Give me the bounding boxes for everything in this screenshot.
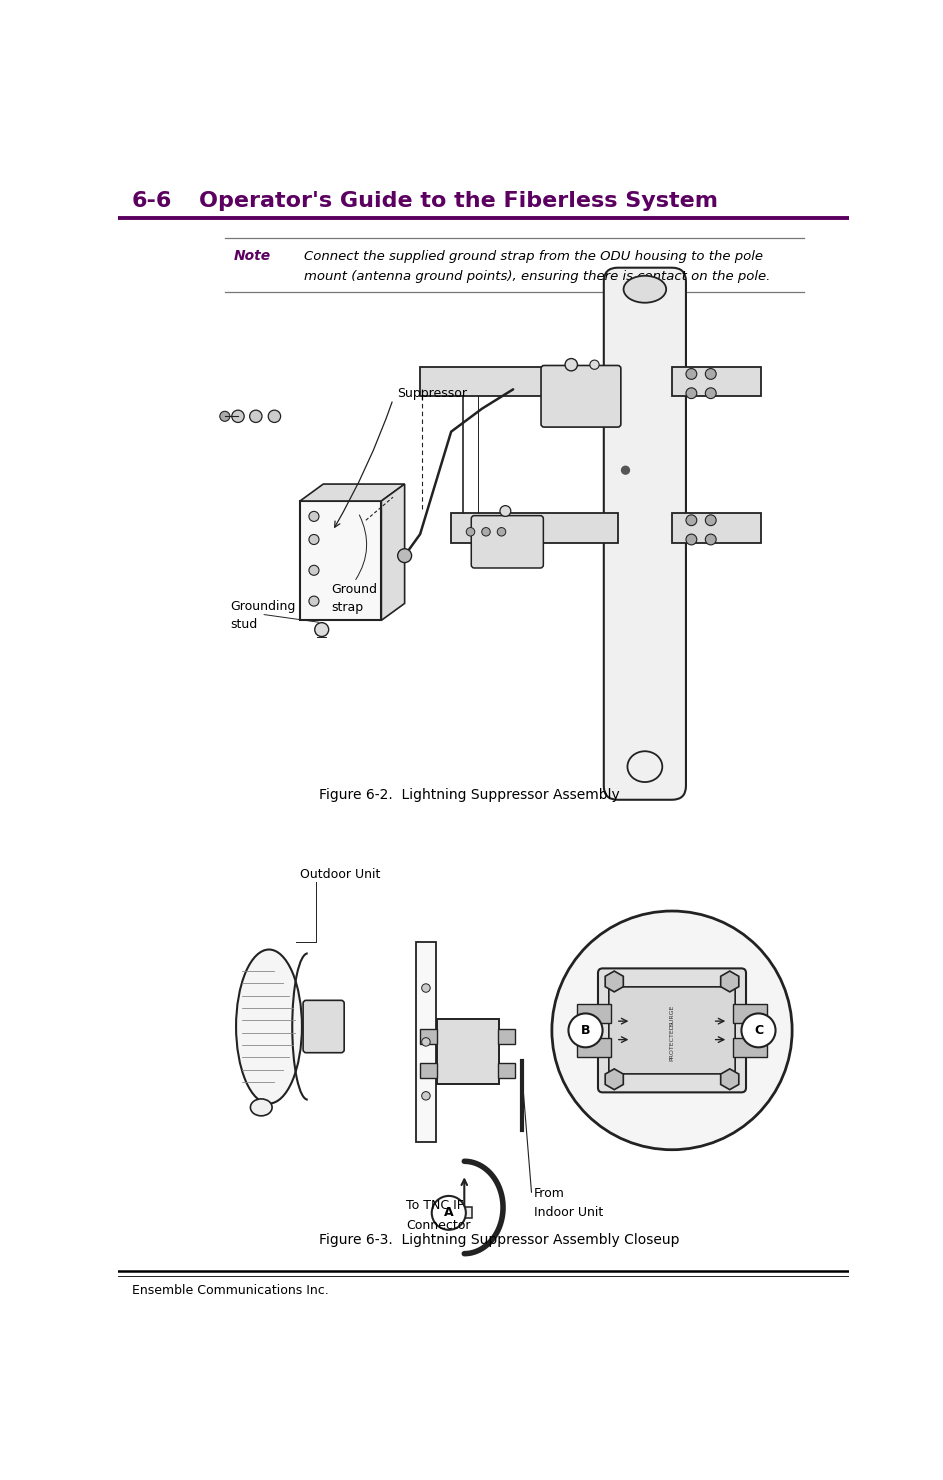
Text: Figure 6-2.  Lightning Suppressor Assembly: Figure 6-2. Lightning Suppressor Assembl… bbox=[320, 789, 620, 802]
Circle shape bbox=[309, 534, 319, 545]
Circle shape bbox=[309, 565, 319, 576]
Text: B: B bbox=[581, 1024, 590, 1037]
Text: Indoor Unit: Indoor Unit bbox=[534, 1206, 604, 1220]
Text: To TNC IF: To TNC IF bbox=[406, 1199, 464, 1212]
Circle shape bbox=[500, 506, 511, 517]
Text: stud: stud bbox=[230, 617, 257, 630]
Circle shape bbox=[620, 466, 630, 475]
FancyBboxPatch shape bbox=[438, 1018, 499, 1085]
Circle shape bbox=[741, 1014, 775, 1048]
Text: 6-6: 6-6 bbox=[132, 191, 173, 210]
Circle shape bbox=[220, 411, 230, 422]
FancyBboxPatch shape bbox=[733, 1037, 767, 1057]
FancyBboxPatch shape bbox=[672, 514, 761, 543]
Text: PROTECTED: PROTECTED bbox=[670, 1023, 674, 1061]
Circle shape bbox=[686, 534, 697, 545]
Text: SURGE: SURGE bbox=[670, 1005, 674, 1026]
Circle shape bbox=[552, 912, 792, 1150]
FancyBboxPatch shape bbox=[733, 1005, 767, 1023]
Circle shape bbox=[268, 410, 281, 422]
Circle shape bbox=[466, 527, 474, 536]
Ellipse shape bbox=[623, 275, 666, 303]
FancyBboxPatch shape bbox=[577, 1037, 611, 1057]
Text: Ground: Ground bbox=[331, 583, 377, 596]
Circle shape bbox=[565, 358, 577, 371]
FancyBboxPatch shape bbox=[451, 514, 618, 543]
Circle shape bbox=[432, 1196, 466, 1230]
FancyBboxPatch shape bbox=[609, 987, 736, 1074]
Circle shape bbox=[705, 534, 716, 545]
Text: Connect the supplied ground strap from the ODU housing to the pole: Connect the supplied ground strap from t… bbox=[304, 250, 763, 263]
FancyBboxPatch shape bbox=[456, 1206, 472, 1218]
FancyBboxPatch shape bbox=[421, 1029, 438, 1045]
FancyBboxPatch shape bbox=[421, 367, 618, 397]
Text: mount (antenna ground points), ensuring there is contact on the pole.: mount (antenna ground points), ensuring … bbox=[304, 269, 770, 283]
Circle shape bbox=[686, 388, 697, 398]
Circle shape bbox=[497, 527, 505, 536]
Text: Grounding: Grounding bbox=[230, 599, 295, 613]
FancyBboxPatch shape bbox=[598, 968, 746, 1092]
Circle shape bbox=[309, 512, 319, 521]
Polygon shape bbox=[300, 484, 405, 502]
FancyBboxPatch shape bbox=[672, 367, 761, 397]
Text: Note: Note bbox=[234, 249, 272, 263]
Circle shape bbox=[398, 549, 411, 562]
Text: C: C bbox=[753, 1024, 763, 1037]
Polygon shape bbox=[381, 484, 405, 620]
FancyBboxPatch shape bbox=[498, 1063, 515, 1077]
Circle shape bbox=[705, 369, 716, 379]
FancyBboxPatch shape bbox=[604, 268, 686, 799]
FancyBboxPatch shape bbox=[498, 1029, 515, 1045]
Circle shape bbox=[686, 369, 697, 379]
Circle shape bbox=[705, 388, 716, 398]
FancyBboxPatch shape bbox=[472, 515, 543, 568]
FancyBboxPatch shape bbox=[541, 366, 620, 428]
Circle shape bbox=[705, 515, 716, 525]
FancyBboxPatch shape bbox=[421, 1063, 438, 1077]
Text: strap: strap bbox=[331, 601, 363, 614]
Circle shape bbox=[232, 410, 244, 422]
Text: Connector: Connector bbox=[406, 1220, 471, 1233]
Circle shape bbox=[315, 623, 329, 636]
Text: Operator's Guide to the Fiberless System: Operator's Guide to the Fiberless System bbox=[199, 191, 719, 210]
Ellipse shape bbox=[251, 1100, 273, 1116]
FancyBboxPatch shape bbox=[416, 941, 436, 1143]
Text: Suppressor: Suppressor bbox=[397, 386, 467, 400]
Circle shape bbox=[569, 1014, 603, 1048]
Circle shape bbox=[422, 1092, 430, 1100]
FancyBboxPatch shape bbox=[577, 1005, 611, 1023]
Circle shape bbox=[250, 410, 262, 422]
FancyBboxPatch shape bbox=[300, 502, 381, 620]
Text: Figure 6-3.  Lightning Suppressor Assembly Closeup: Figure 6-3. Lightning Suppressor Assembl… bbox=[320, 1233, 680, 1248]
Circle shape bbox=[590, 360, 599, 370]
Circle shape bbox=[686, 515, 697, 525]
Text: From: From bbox=[534, 1187, 565, 1200]
Text: A: A bbox=[444, 1206, 454, 1220]
Circle shape bbox=[309, 596, 319, 607]
Ellipse shape bbox=[236, 950, 302, 1104]
Circle shape bbox=[422, 1037, 430, 1046]
Circle shape bbox=[482, 527, 490, 536]
Text: Outdoor Unit: Outdoor Unit bbox=[300, 867, 380, 881]
Text: Ensemble Communications Inc.: Ensemble Communications Inc. bbox=[132, 1283, 328, 1296]
Circle shape bbox=[422, 984, 430, 992]
FancyBboxPatch shape bbox=[303, 1000, 344, 1052]
Ellipse shape bbox=[627, 752, 662, 781]
